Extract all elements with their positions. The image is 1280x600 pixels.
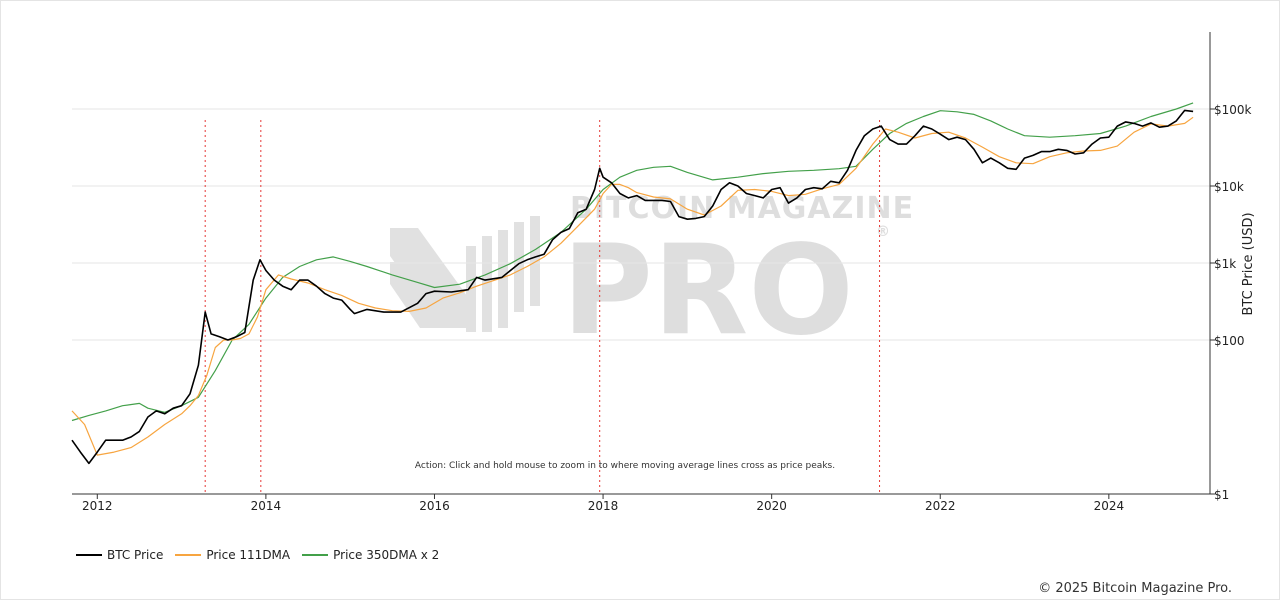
y-tick-label: $10k bbox=[1214, 180, 1244, 194]
watermark-logo-icon bbox=[390, 216, 540, 332]
chart-annotation: Action: Click and hold mouse to zoom in … bbox=[415, 461, 835, 471]
legend-swatch-350dma-x2 bbox=[302, 554, 329, 556]
axis-layer: $1 $100 $1k $10k $100k 2012 2014 2016 2018 2020 20… bbox=[72, 32, 1252, 513]
legend-item-btc-price[interactable]: BTC Price bbox=[76, 548, 163, 562]
btc-price-line bbox=[71, 109, 1194, 465]
y-tick-label: $1k bbox=[1214, 257, 1236, 271]
legend-swatch-111dma bbox=[175, 554, 202, 556]
copyright-footer: © 2025 Bitcoin Magazine Pro. bbox=[1038, 581, 1232, 596]
y-tick-label: $100 bbox=[1214, 334, 1245, 348]
legend-item-111dma[interactable]: Price 111DMA bbox=[175, 548, 290, 562]
legend-label-350dma-x2: Price 350DMA x 2 bbox=[333, 548, 440, 562]
watermark-line2: PRO bbox=[562, 219, 854, 363]
y-tick-label: $100k bbox=[1214, 103, 1252, 117]
watermark-registered: ® bbox=[876, 224, 890, 240]
x-tick-label: 2022 bbox=[925, 499, 956, 513]
y-axis-title: BTC Price (USD) bbox=[1241, 212, 1256, 315]
series-layer bbox=[71, 102, 1194, 465]
x-tick-label: 2024 bbox=[1094, 499, 1125, 513]
legend-swatch-btc-price bbox=[76, 554, 102, 556]
watermark: BITCOIN MAGAZINE PRO ® bbox=[390, 191, 913, 363]
legend-label-111dma: Price 111DMA bbox=[206, 548, 291, 562]
x-tick-label: 2016 bbox=[419, 499, 450, 513]
legend: BTC Price Price 111DMA Price 350DMA x 2 bbox=[76, 546, 439, 564]
x-tick-label: 2014 bbox=[251, 499, 282, 513]
x-tick-label: 2012 bbox=[82, 499, 113, 513]
legend-item-350dma-x2[interactable]: Price 350DMA x 2 bbox=[302, 548, 439, 562]
y-tick-label: $1 bbox=[1214, 488, 1229, 502]
legend-label-btc-price: BTC Price bbox=[107, 548, 164, 562]
x-tick-label: 2020 bbox=[756, 499, 787, 513]
x-tick-label: 2018 bbox=[588, 499, 619, 513]
